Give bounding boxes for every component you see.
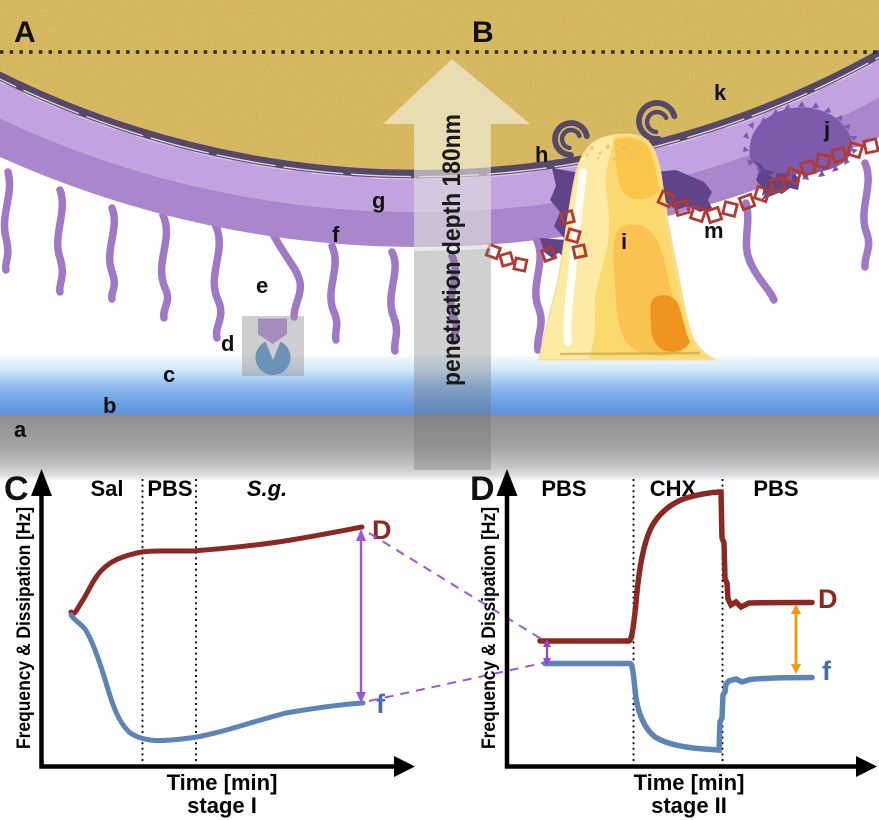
svg-text:g: g xyxy=(372,188,385,213)
svg-text:i: i xyxy=(621,229,627,254)
svg-text:B: B xyxy=(472,16,494,49)
svg-text:PBS: PBS xyxy=(541,476,586,501)
svg-text:C: C xyxy=(4,470,29,508)
svg-text:j: j xyxy=(823,117,830,142)
svg-text:D: D xyxy=(470,470,495,508)
svg-text:D: D xyxy=(372,515,392,545)
svg-text:f: f xyxy=(376,689,386,719)
svg-text:Frequency & Dissipation [Hz]: Frequency & Dissipation [Hz] xyxy=(479,507,500,749)
svg-text:a: a xyxy=(14,417,27,442)
svg-text:e: e xyxy=(256,273,268,298)
svg-text:b: b xyxy=(103,393,116,418)
svg-text:k: k xyxy=(714,80,727,105)
svg-text:A: A xyxy=(14,16,36,49)
svg-text:Frequency & Dissipation [Hz]: Frequency & Dissipation [Hz] xyxy=(14,507,35,749)
svg-text:f: f xyxy=(332,222,340,247)
svg-text:S.g.: S.g. xyxy=(247,476,287,501)
svg-text:Sal: Sal xyxy=(90,476,123,501)
svg-text:Time [min]: Time [min] xyxy=(167,770,278,795)
svg-text:f: f xyxy=(822,656,832,686)
svg-text:c: c xyxy=(163,362,175,387)
svg-text:PBS: PBS xyxy=(147,476,192,501)
svg-text:penetration depth 180nm: penetration depth 180nm xyxy=(438,114,466,386)
svg-text:D: D xyxy=(818,584,838,614)
svg-text:stage II: stage II xyxy=(651,793,727,818)
svg-text:stage I: stage I xyxy=(187,793,257,818)
svg-text:Time [min]: Time [min] xyxy=(634,770,745,795)
svg-text:PBS: PBS xyxy=(753,476,798,501)
svg-text:m: m xyxy=(704,218,724,243)
svg-text:d: d xyxy=(221,331,234,356)
svg-text:h: h xyxy=(535,142,548,167)
